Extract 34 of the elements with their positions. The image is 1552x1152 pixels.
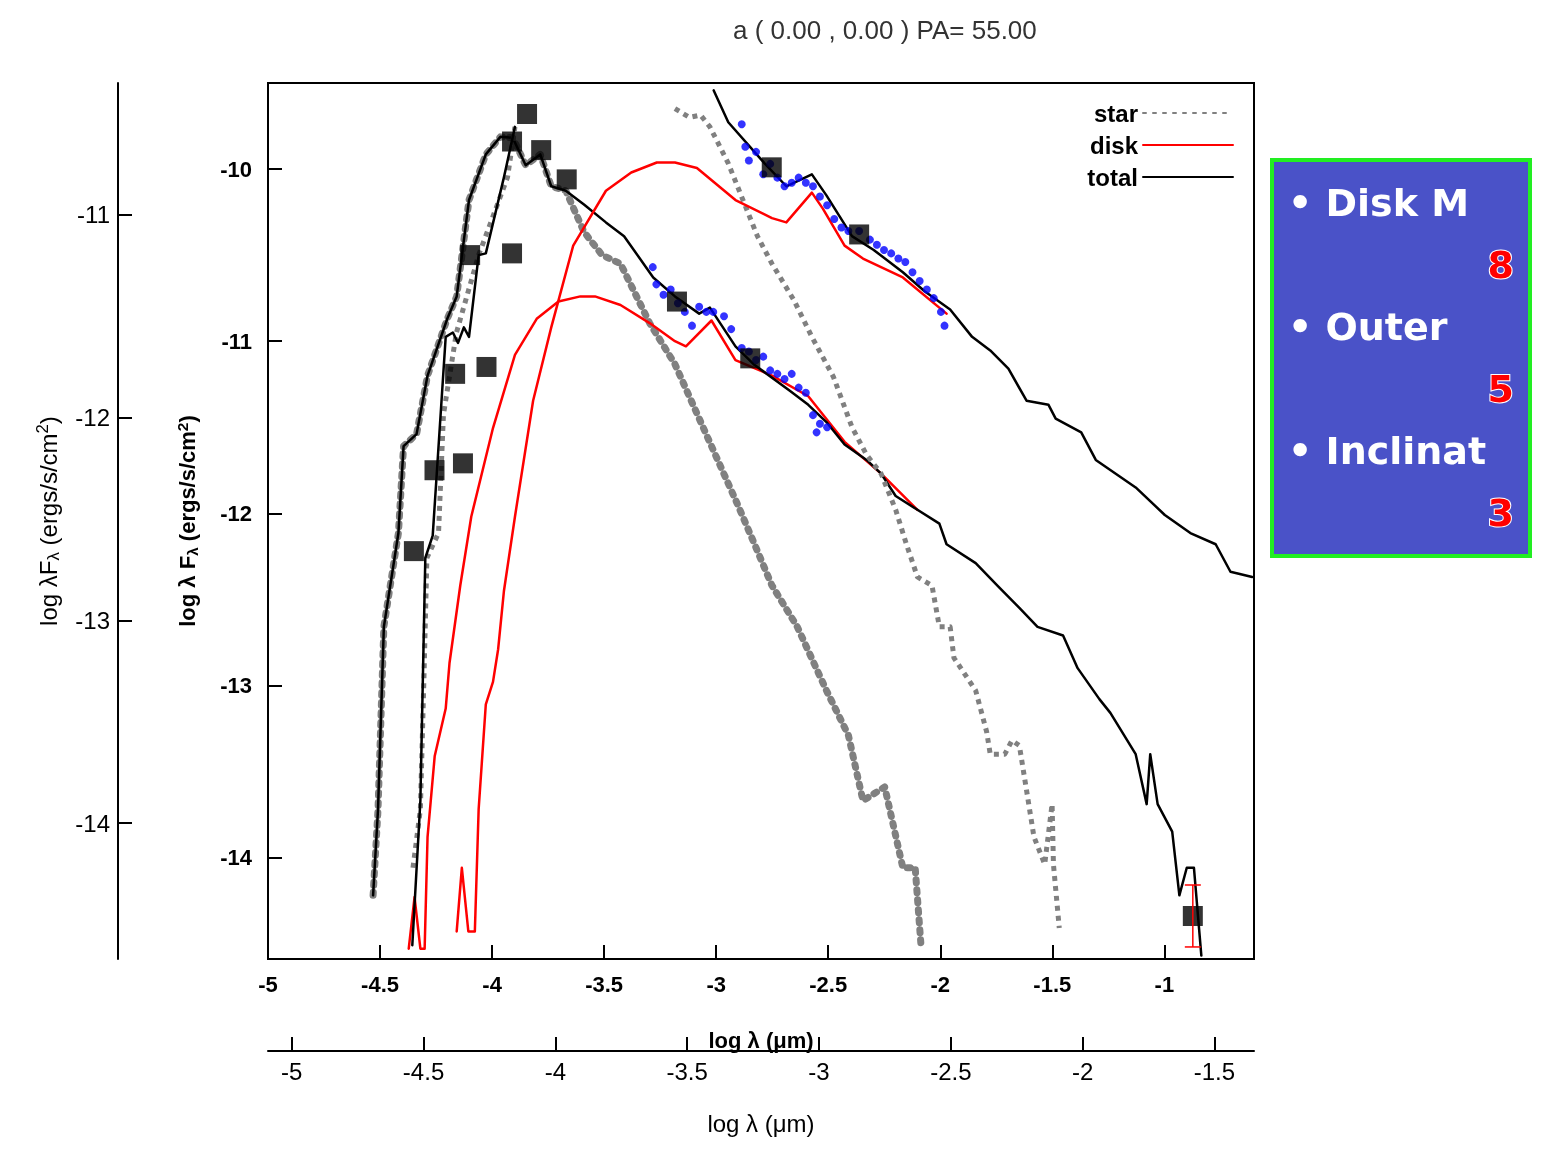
- x2-axis-title: log λ (μm): [707, 1109, 815, 1137]
- y-tick-label: -12: [220, 500, 252, 526]
- x-tick-label: -5: [258, 971, 278, 997]
- legend-label: star: [1093, 99, 1138, 127]
- x-tick-label: -3.5: [585, 971, 624, 997]
- legend-label: disk: [1089, 131, 1139, 159]
- y2-axis-title: log λFλ (ergs/s/cm2): [33, 416, 63, 626]
- x2-tick-label: -2.5: [930, 1057, 972, 1085]
- y-axis-title: log λ Fλ (ergs/s/cm2): [174, 415, 201, 627]
- x2-tick-label: -4: [544, 1057, 567, 1085]
- x-tick-label: -4.5: [361, 971, 400, 997]
- x2-tick-label: -2: [1071, 1057, 1094, 1085]
- y-tick-label: -14: [220, 844, 253, 870]
- x2-tick-label: -4.5: [402, 1057, 445, 1085]
- x2-tick-label: -1.5: [1193, 1057, 1236, 1085]
- y2-tick-label: -11: [77, 201, 110, 229]
- x-tick-label: -3: [706, 971, 726, 997]
- chart-title: a ( 0.00 , 0.00 ) PA= 55.00: [733, 15, 1037, 45]
- x-tick-label: -1: [1154, 971, 1175, 997]
- x2-tick-label: -5: [281, 1057, 303, 1085]
- y-tick-label: -13: [220, 672, 252, 698]
- x2-tick-label: -3.5: [666, 1057, 708, 1085]
- y-tick-label: -11: [221, 328, 252, 354]
- x-tick-label: -4: [482, 971, 503, 997]
- y2-tick-label: -12: [75, 404, 110, 432]
- text-panel: • Disk M 8 • Outer 5 • Inclinat 3: [1270, 158, 1532, 558]
- x-tick-label: -2.5: [809, 971, 848, 997]
- y2-tick-label: -14: [75, 809, 110, 837]
- legend-label: total: [1087, 163, 1138, 191]
- y2-tick-label: -13: [75, 606, 110, 634]
- x-tick-label: -2: [930, 971, 951, 997]
- y-tick-label: -10: [220, 156, 252, 182]
- x2-tick-label: -3: [808, 1057, 830, 1085]
- x-tick-label: -1.5: [1033, 971, 1072, 997]
